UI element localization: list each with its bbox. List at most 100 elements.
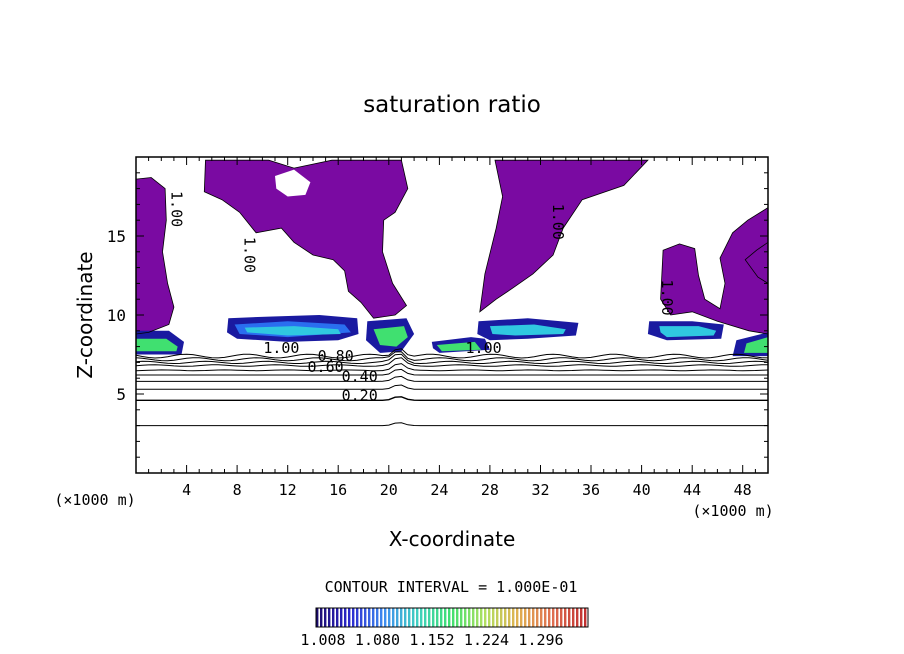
y-axis-label: Z-coordinate bbox=[73, 251, 97, 378]
x-tick-label: 32 bbox=[531, 481, 549, 499]
colorbar-stripe bbox=[468, 608, 471, 627]
x-tick-label: 24 bbox=[430, 481, 448, 499]
colorbar-tick-label: 1.008 bbox=[300, 631, 345, 649]
x-unit-label-right: (×1000 m) bbox=[692, 502, 773, 520]
colorbar-stripe bbox=[356, 608, 359, 627]
contour-label: 0.20 bbox=[342, 386, 378, 404]
colorbar-stripe bbox=[464, 608, 467, 627]
colorbar-stripe bbox=[480, 608, 483, 627]
colorbar-stripe bbox=[576, 608, 579, 627]
saturation-contour bbox=[136, 177, 175, 335]
x-tick-label: 28 bbox=[481, 481, 499, 499]
colorbar-stripe bbox=[540, 608, 543, 627]
colorbar-stripe bbox=[328, 608, 331, 627]
contour-label: 1.00 bbox=[263, 339, 299, 357]
colorbar-stripe bbox=[336, 608, 339, 627]
x-unit-label-left: (×1000 m) bbox=[54, 491, 135, 509]
contour-line bbox=[136, 384, 768, 390]
y-tick-label: 10 bbox=[107, 306, 126, 325]
saturated-region bbox=[745, 242, 768, 284]
contour-interval-label: CONTOUR INTERVAL = 1.000E-01 bbox=[325, 578, 578, 596]
contour-line bbox=[136, 357, 768, 367]
saturated-region bbox=[136, 177, 174, 334]
colorbar-stripe bbox=[364, 608, 367, 627]
supersaturated-band bbox=[489, 324, 566, 336]
colorbar-stripe bbox=[316, 608, 319, 627]
contour-label: 1.00 bbox=[549, 204, 567, 240]
colorbar-stripe bbox=[560, 608, 563, 627]
colorbar-stripe bbox=[396, 608, 399, 627]
colorbar-stripe bbox=[556, 608, 559, 627]
x-tick-label: 8 bbox=[233, 481, 242, 499]
colorbar-stripe bbox=[512, 608, 515, 627]
colorbar-stripe bbox=[524, 608, 527, 627]
contour-line bbox=[136, 351, 768, 362]
colorbar-stripe bbox=[492, 608, 495, 627]
colorbar-stripe bbox=[544, 608, 547, 627]
saturated-region bbox=[660, 207, 768, 334]
supersaturated-band bbox=[373, 326, 408, 347]
colorbar-stripe bbox=[360, 608, 363, 627]
colorbar-stripe bbox=[548, 608, 551, 627]
colorbar-stripe bbox=[416, 608, 419, 627]
colorbar-tick-label: 1.080 bbox=[355, 631, 400, 649]
colorbar-stripe bbox=[532, 608, 535, 627]
colorbar-stripe bbox=[552, 608, 555, 627]
colorbar-stripe bbox=[508, 608, 511, 627]
colorbar-stripe bbox=[568, 608, 571, 627]
colorbar-stripe bbox=[344, 608, 347, 627]
contour-line bbox=[136, 353, 768, 365]
colorbar-stripe bbox=[580, 608, 583, 627]
contour-label: 1.00 bbox=[167, 191, 185, 227]
colorbar-stripe bbox=[496, 608, 499, 627]
colorbar-stripe bbox=[400, 608, 403, 627]
contour-label: 0.40 bbox=[342, 367, 378, 385]
colorbar-stripe bbox=[436, 608, 439, 627]
contour-line bbox=[136, 368, 768, 376]
y-axis-ticks: 5 10 15 bbox=[107, 172, 768, 458]
colorbar-stripe bbox=[428, 608, 431, 627]
colorbar-stripe bbox=[504, 608, 507, 627]
colorbar-stripe bbox=[456, 608, 459, 627]
x-tick-label: 44 bbox=[683, 481, 701, 499]
x-tick-label: 16 bbox=[329, 481, 347, 499]
saturation-fill-regions bbox=[136, 160, 768, 357]
colorbar-stripe bbox=[392, 608, 395, 627]
contour-labels: 0.200.400.600.80 1.00 1.00 1.00 1.00 1.00 1.00 bbox=[167, 191, 675, 404]
colorbar-tick-label: 1.296 bbox=[518, 631, 563, 649]
colorbar-tick-label: 1.224 bbox=[464, 631, 509, 649]
colorbar-stripe bbox=[460, 608, 463, 627]
colorbar-stripe bbox=[320, 608, 323, 627]
colorbar-stripe bbox=[476, 608, 479, 627]
x-tick-label: 40 bbox=[633, 481, 651, 499]
colorbar-stripe bbox=[564, 608, 567, 627]
saturation-contour bbox=[479, 159, 649, 313]
saturated-region bbox=[479, 160, 648, 312]
colorbar-stripe bbox=[472, 608, 475, 627]
colorbar-stripe bbox=[388, 608, 391, 627]
colorbar-stripe bbox=[484, 608, 487, 627]
supersaturated-band bbox=[659, 326, 717, 338]
contour-label: 1.00 bbox=[658, 280, 676, 316]
colorbar-stripe bbox=[424, 608, 427, 627]
colorbar-stripe bbox=[368, 608, 371, 627]
contour-label: 0.80 bbox=[318, 347, 354, 365]
colorbar-stripe bbox=[444, 608, 447, 627]
contour-lines bbox=[136, 159, 768, 427]
colorbar-stripe bbox=[516, 608, 519, 627]
supersaturated-band bbox=[436, 341, 482, 352]
colorbar-stripe bbox=[384, 608, 387, 627]
contour-label: 1.00 bbox=[241, 237, 259, 273]
contour-line bbox=[136, 363, 768, 372]
x-tick-label: 12 bbox=[279, 481, 297, 499]
contour-line bbox=[136, 422, 768, 427]
x-tick-label: 36 bbox=[582, 481, 600, 499]
y-tick-label: 5 bbox=[116, 385, 126, 404]
colorbar-stripe bbox=[500, 608, 503, 627]
colorbar-stripe bbox=[340, 608, 343, 627]
colorbar-stripe bbox=[376, 608, 379, 627]
colorbar-stripe bbox=[412, 608, 415, 627]
colorbar-stripe bbox=[452, 608, 455, 627]
chart-title: saturation ratio bbox=[363, 92, 541, 118]
